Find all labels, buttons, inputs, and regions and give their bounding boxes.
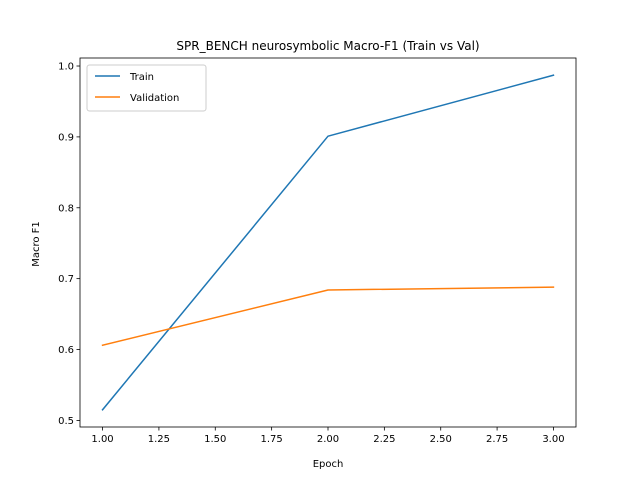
y-tick-label: 0.9: [58, 132, 74, 143]
plot-area: 1.00 1.25 1.50 1.75 2.00 2.25 2.50 2.75 3.00 0.5 0…: [58, 57, 577, 445]
x-tick-label: 2.25: [373, 434, 395, 445]
series-line-validation: [101, 286, 555, 347]
y-tick-label: 0.6: [58, 345, 74, 356]
x-tick-label: 1.00: [91, 434, 113, 445]
series-line-train: [101, 74, 555, 411]
x-tick-label: 1.50: [204, 434, 226, 445]
x-axis-label: Epoch: [313, 459, 344, 470]
chart-title: SPR_BENCH neurosymbolic Macro-F1 (Train …: [176, 39, 479, 53]
x-tick-label: 2.75: [486, 434, 508, 445]
x-tick-label: 1.25: [148, 434, 170, 445]
x-tick-label: 3.00: [542, 434, 564, 445]
legend-label-validation: Validation: [130, 93, 179, 104]
x-tick-label: 1.75: [261, 434, 283, 445]
x-tick-label: 2.00: [317, 434, 339, 445]
y-axis-label: Macro F1: [31, 221, 42, 267]
x-tick-label: 2.50: [430, 434, 452, 445]
y-tick-label: 0.5: [58, 416, 74, 427]
legend-label-train: Train: [129, 72, 154, 83]
y-tick-label: 0.7: [58, 274, 74, 285]
y-tick-label: 0.8: [58, 203, 74, 214]
legend: Train Validation: [86, 64, 207, 112]
y-tick-label: 1.0: [58, 62, 74, 73]
